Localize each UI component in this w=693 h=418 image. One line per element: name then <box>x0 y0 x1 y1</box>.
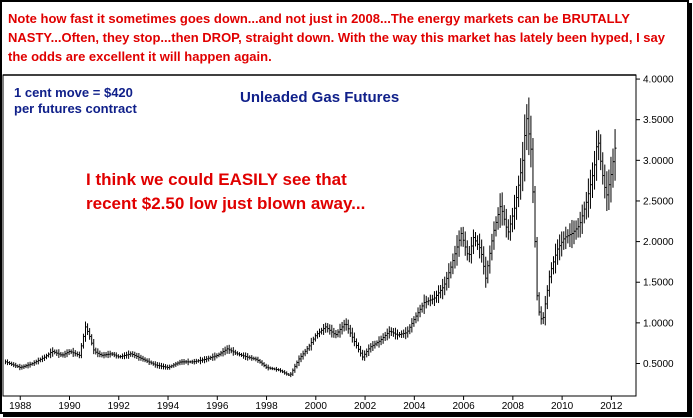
y-tick-label: 2.5000 <box>643 196 674 207</box>
y-tick-label: 1.0000 <box>643 318 674 329</box>
headline-text: Note how fast it sometimes goes down...a… <box>8 11 665 64</box>
y-tick-label: 2.0000 <box>643 237 674 248</box>
y-tick-label: 3.5000 <box>643 115 674 126</box>
x-tick-label: 1998 <box>255 401 278 412</box>
contract-note: 1 cent move = $420 per futures contract <box>14 85 137 117</box>
y-tick-label: 3.0000 <box>643 156 674 167</box>
annotation-line1: I think we could EASILY see that <box>86 170 347 189</box>
annotation-line2: recent $2.50 low just blown away... <box>86 194 366 213</box>
y-tick-label: 1.5000 <box>643 278 674 289</box>
annotation: I think we could EASILY see that recent … <box>86 168 365 216</box>
price-bars <box>4 97 617 378</box>
y-tick-label: 4.0000 <box>643 75 674 86</box>
x-axis: 1988 1990 1992 1994 1996 1998 2000 2002 2004 2006… <box>9 396 623 412</box>
x-tick-label: 2000 <box>305 401 328 412</box>
chart-title: Unleaded Gas Futures <box>240 89 400 106</box>
x-tick-label: 2006 <box>452 401 475 412</box>
x-tick-label: 1990 <box>58 401 81 412</box>
y-axis: 0.5000 1.0000 1.5000 2.0000 2.5000 3.0000 3.50… <box>636 75 674 370</box>
x-tick-label: 2010 <box>551 401 574 412</box>
x-tick-label: 1992 <box>108 401 131 412</box>
x-tick-label: 2008 <box>502 401 525 412</box>
x-tick-label: 2002 <box>354 401 377 412</box>
x-tick-label: 2012 <box>600 401 623 412</box>
x-tick-label: 2004 <box>403 401 426 412</box>
plot-area-border <box>2 74 637 397</box>
contract-note-line1: 1 cent move = $420 <box>14 85 133 100</box>
y-tick-label: 0.5000 <box>643 359 674 370</box>
x-tick-label: 1994 <box>157 401 180 412</box>
contract-note-line2: per futures contract <box>14 101 137 116</box>
x-tick-label: 1996 <box>206 401 229 412</box>
x-tick-label: 1988 <box>9 401 32 412</box>
